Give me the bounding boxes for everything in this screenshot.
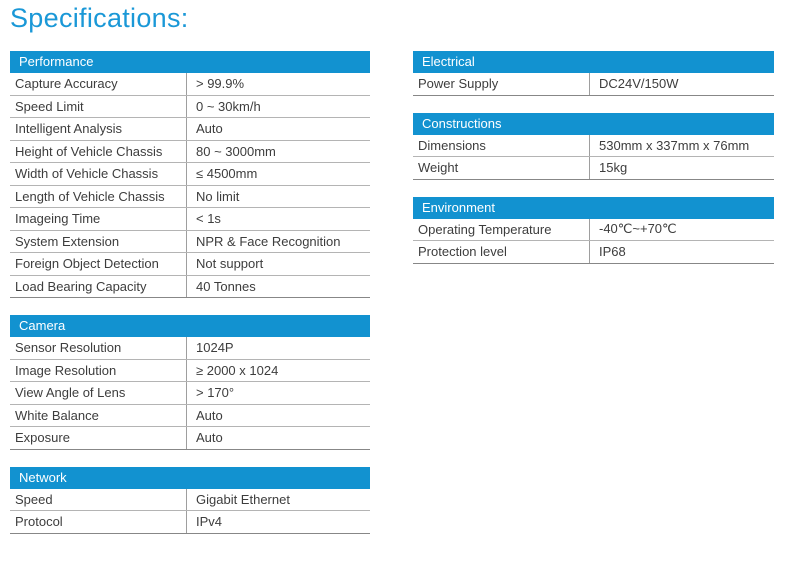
spec-row: System Extension NPR & Face Recognition <box>10 230 370 253</box>
page-title: Specifications: <box>10 3 189 33</box>
spec-label: Height of Vehicle Chassis <box>10 140 187 162</box>
spec-value: 40 Tonnes <box>196 278 256 294</box>
spec-row: Capture Accuracy > 99.9% <box>10 73 370 96</box>
spec-label: Power Supply <box>413 73 590 95</box>
spec-value: Auto <box>196 430 223 446</box>
spec-row: Height of Vehicle Chassis 80 ~ 3000mm <box>10 140 370 163</box>
spec-label: White Balance <box>10 404 187 426</box>
spec-label: View Angle of Lens <box>10 382 187 404</box>
spec-value: < 1s <box>196 211 221 227</box>
table-network: Network Speed Gigabit Ethernet Protocol … <box>10 466 370 534</box>
section-header-electrical: Electrical <box>413 51 774 73</box>
spec-label: Foreign Object Detection <box>10 253 187 275</box>
section-header-camera: Camera <box>10 315 370 337</box>
spec-row: Length of Vehicle Chassis No limit <box>10 185 370 208</box>
spec-value: NPR & Face Recognition <box>196 233 341 249</box>
section-header-constructions: Constructions <box>413 112 774 135</box>
spec-row: Sensor Resolution 1024P <box>10 337 370 360</box>
spec-label: Load Bearing Capacity <box>10 275 187 297</box>
spec-label: Capture Accuracy <box>10 73 187 95</box>
spec-value: 1024P <box>196 340 234 356</box>
spec-row: Foreign Object Detection Not support <box>10 253 370 276</box>
spec-row: Weight 15kg <box>413 157 774 180</box>
spec-row: Speed Limit 0 ~ 30km/h <box>10 95 370 118</box>
spec-label: Imageing Time <box>10 208 187 230</box>
spec-value: 0 ~ 30km/h <box>196 98 261 114</box>
table-constructions: Constructions Dimensions 530mm x 337mm x… <box>413 112 774 180</box>
spec-row: White Balance Auto <box>10 404 370 427</box>
spec-label: Exposure <box>10 427 187 449</box>
section-header-network: Network <box>10 466 370 489</box>
spec-label: Protection level <box>413 241 590 263</box>
spec-value: -40℃~+70℃ <box>599 221 677 237</box>
spec-value: Auto <box>196 407 223 423</box>
table-environment: Environment Operating Temperature -40℃~+… <box>413 196 774 264</box>
spec-value: No limit <box>196 188 240 204</box>
spec-value: Not support <box>196 256 264 272</box>
spec-row: Speed Gigabit Ethernet <box>10 488 370 511</box>
section-header-environment: Environment <box>413 196 774 219</box>
table-performance: Performance Capture Accuracy > 99.9% Spe… <box>10 51 370 298</box>
spec-row: Protection level IP68 <box>413 241 774 264</box>
spec-row: View Angle of Lens > 170° <box>10 382 370 405</box>
spec-value: 15kg <box>599 160 628 176</box>
spec-label: Image Resolution <box>10 359 187 381</box>
spec-value: Gigabit Ethernet <box>196 491 290 507</box>
section-header-performance: Performance <box>10 51 370 73</box>
right-column: Electrical Power Supply DC24V/150W Const… <box>413 51 774 281</box>
spec-row: Dimensions 530mm x 337mm x 76mm <box>413 134 774 157</box>
spec-value: IP68 <box>599 244 626 260</box>
spec-row: Intelligent Analysis Auto <box>10 118 370 141</box>
spec-label: Speed Limit <box>10 95 187 117</box>
spec-value: 80 ~ 3000mm <box>196 143 276 159</box>
spec-value: > 99.9% <box>196 76 245 92</box>
spec-label: Operating Temperature <box>413 218 590 240</box>
spec-value: DC24V/150W <box>599 76 679 92</box>
spec-row: Imageing Time < 1s <box>10 208 370 231</box>
spec-label: Sensor Resolution <box>10 337 187 359</box>
spec-label: Dimensions <box>413 134 590 156</box>
spec-label: Width of Vehicle Chassis <box>10 163 187 185</box>
spec-label: System Extension <box>10 230 187 252</box>
spec-row: Load Bearing Capacity 40 Tonnes <box>10 275 370 298</box>
spec-label: Intelligent Analysis <box>10 118 187 140</box>
table-camera: Camera Sensor Resolution 1024P Image Res… <box>10 315 370 450</box>
spec-label: Weight <box>413 157 590 179</box>
spec-label: Length of Vehicle Chassis <box>10 185 187 207</box>
spec-label: Speed <box>10 488 187 510</box>
table-electrical: Electrical Power Supply DC24V/150W <box>413 51 774 96</box>
spec-row: Width of Vehicle Chassis ≤ 4500mm <box>10 163 370 186</box>
spec-value: IPv4 <box>196 514 223 530</box>
spec-value: 530mm x 337mm x 76mm <box>599 137 750 153</box>
spec-label: Protocol <box>10 511 187 533</box>
spec-row: Power Supply DC24V/150W <box>413 73 774 96</box>
spec-row: Operating Temperature -40℃~+70℃ <box>413 218 774 241</box>
spec-row: Image Resolution ≥ 2000 x 1024 <box>10 359 370 382</box>
spec-value: > 170° <box>196 385 235 401</box>
spec-value: Auto <box>196 121 223 137</box>
spec-row: Exposure Auto <box>10 427 370 450</box>
spec-value: ≥ 2000 x 1024 <box>196 362 279 378</box>
spec-value: ≤ 4500mm <box>196 166 258 182</box>
left-column: Performance Capture Accuracy > 99.9% Spe… <box>10 51 370 551</box>
spec-row: Protocol IPv4 <box>10 511 370 534</box>
